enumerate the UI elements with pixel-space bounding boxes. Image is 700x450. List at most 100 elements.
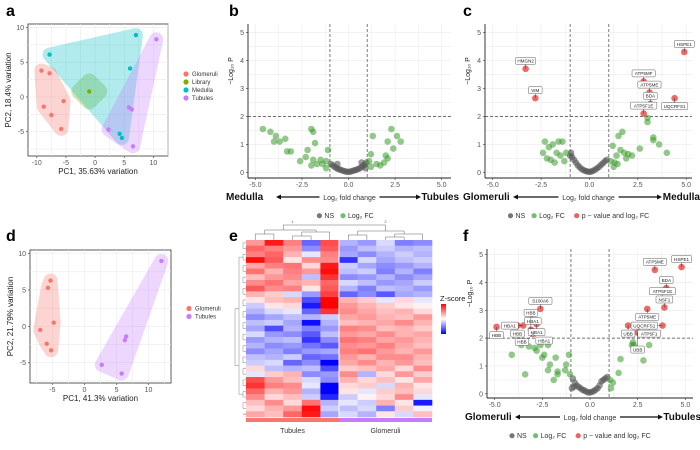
heatmap-cell <box>413 331 433 338</box>
heatmap-cell <box>413 314 433 321</box>
legend-label: NS <box>516 213 526 220</box>
y-tick-label: 10 <box>16 25 24 32</box>
heatmap-cell <box>339 245 358 252</box>
y-axis-label: −Log₁₀ P <box>467 279 474 307</box>
heatmap-cell <box>264 394 284 401</box>
heatmap-cell <box>413 325 433 332</box>
heatmap-cell <box>283 279 303 286</box>
gene-label-box <box>528 297 553 305</box>
point-log2fc <box>614 160 621 168</box>
gene-label: ATP5F1E <box>653 289 673 294</box>
heatmap-cell <box>246 319 265 326</box>
heatmap-cell <box>320 354 340 361</box>
point-log2fc <box>544 366 552 374</box>
heatmap-cell <box>394 405 414 412</box>
y-tick-label: 5 <box>477 30 481 37</box>
y-tick-label: -5 <box>18 129 24 136</box>
data-point-tubules <box>122 337 128 343</box>
y-tick-label: 3 <box>477 86 481 93</box>
point-log2fc <box>607 384 615 392</box>
heatmap-cell <box>301 359 321 366</box>
chart-b: -5.0 -2.5 0.0 2.5 5.0 0 1 2 3 4 5 Medulla Tubules Log… <box>226 24 459 220</box>
point-log2fc <box>550 376 558 384</box>
data-point-glomeruli <box>59 126 64 132</box>
heatmap-cell <box>413 382 433 389</box>
gene-label: ATP5F1 <box>641 331 658 336</box>
x-tick-label: 0 <box>93 160 97 167</box>
point-log2fc <box>663 149 671 157</box>
heatmap-cell <box>301 354 321 361</box>
gene-label: BDA <box>662 278 672 283</box>
heatmap-cell <box>264 308 284 315</box>
point-log2fc <box>552 354 559 361</box>
heatmap-cell <box>246 331 265 338</box>
heatmap-cell <box>394 302 414 309</box>
data-point-glomeruli <box>45 285 51 290</box>
heatmap-cell <box>301 411 321 418</box>
heatmap-cell <box>246 411 265 418</box>
heatmap-cell <box>301 377 321 384</box>
heatmap-cell <box>264 314 284 321</box>
heatmap-cell <box>320 251 340 258</box>
point-log2fc <box>565 351 573 359</box>
point-log2fc <box>304 146 311 154</box>
heatmap-cell <box>376 348 396 355</box>
y-tick-label: 10 <box>18 251 26 258</box>
heatmap-cell <box>394 365 414 372</box>
plot-area <box>485 24 692 178</box>
heatmap-cell <box>413 365 433 372</box>
heatmap-cell <box>357 274 377 281</box>
right-group-label: Tubules <box>663 412 700 423</box>
heatmap-cell <box>413 354 433 361</box>
point-log2fc <box>393 132 401 140</box>
x-tick-label: -10 <box>32 160 42 167</box>
point-log2fc <box>640 357 647 364</box>
heatmap-cell <box>376 331 396 338</box>
heatmap-cell <box>357 348 377 355</box>
point-log2fc <box>365 157 373 165</box>
heatmap-cell <box>357 240 377 247</box>
heatmap-cell <box>264 319 284 326</box>
heatmap-cell <box>357 394 377 401</box>
data-point-glomeruli <box>48 278 53 283</box>
point-log2fc <box>539 149 547 157</box>
x-axis-label: Log₂ fold change <box>562 195 615 202</box>
data-point-medulla <box>119 135 125 141</box>
y-tick-label: 2 <box>477 114 481 121</box>
gene-label-box <box>655 295 673 304</box>
heatmap-cell <box>376 274 396 281</box>
heatmap-cell <box>339 308 358 315</box>
heatmap-cell <box>283 371 303 378</box>
heatmap-cell <box>264 411 284 418</box>
heatmap-cell <box>246 371 265 378</box>
heatmap-cell <box>246 240 265 247</box>
point-log2fc <box>311 139 319 147</box>
panel-letter-d: d <box>6 228 16 245</box>
heatmap-cell <box>301 388 321 395</box>
heatmap-cell <box>357 331 377 338</box>
heatmap-cell <box>301 394 321 401</box>
heatmap-cell <box>301 331 321 338</box>
panel-letter-e: e <box>229 228 238 245</box>
heatmap-cell <box>339 359 358 366</box>
hull-shape <box>33 273 61 358</box>
legend-label: Library <box>192 80 210 86</box>
gene-label-box <box>501 321 519 330</box>
panel-letter-f: f <box>463 228 469 245</box>
heatmap-cell <box>413 257 433 264</box>
point-log2fc <box>309 128 317 136</box>
x-tick-label: 10 <box>145 387 153 394</box>
heatmap-cell <box>264 285 284 292</box>
x-tick-label: -5.0 <box>249 182 261 189</box>
heatmap-cell <box>283 319 303 326</box>
data-point-library <box>87 89 92 94</box>
heatmap-cell <box>339 354 358 361</box>
data-point-glomeruli <box>51 320 56 325</box>
heatmap-cell <box>283 354 303 361</box>
legend-key <box>533 433 539 439</box>
gene-label-box <box>643 258 667 266</box>
gene-label: HBA1 <box>531 330 543 335</box>
legend-key-tubules <box>183 95 189 101</box>
heatmap-cell <box>339 399 358 406</box>
heatmap-cell <box>264 399 284 406</box>
